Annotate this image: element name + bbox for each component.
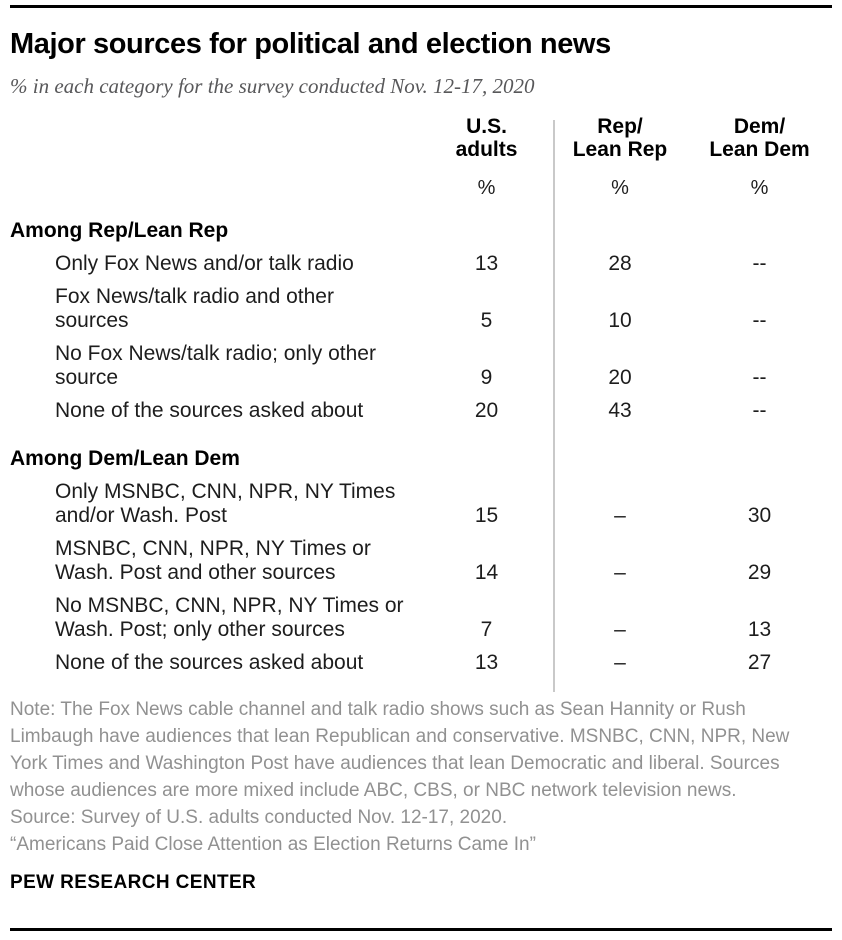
column-header-row: U.S. adults Rep/ Lean Rep Dem/ Lean Dem	[10, 115, 832, 161]
cell-rep: 10	[608, 308, 632, 332]
page-subtitle: % in each category for the survey conduc…	[10, 73, 535, 98]
cell-dem: 29	[747, 560, 772, 584]
section-heading-rep: Among Rep/Lean Rep	[10, 218, 229, 242]
unit-rep: %	[611, 176, 629, 199]
cell-us-adults: 7	[480, 617, 493, 641]
section-heading-dem: Among Dem/Lean Dem	[10, 446, 240, 470]
cell-us-adults: 9	[480, 365, 493, 389]
top-rule	[10, 5, 832, 8]
cell-rep: –	[614, 560, 626, 584]
unit-row: % % %	[10, 176, 832, 200]
row-label: No Fox News/talk radio; only other sourc…	[55, 341, 376, 389]
table-row: MSNBC, CNN, NPR, NY Times or Wash. Post …	[10, 537, 832, 585]
note-text: Note: The Fox News cable channel and tal…	[10, 698, 790, 801]
row-label: Fox News/talk radio and other sources	[55, 284, 334, 332]
footer-notes: Note: The Fox News cable channel and tal…	[10, 696, 822, 858]
table-row: None of the sources asked about 13 – 27	[10, 651, 832, 675]
report-title: “Americans Paid Close Attention as Elect…	[10, 833, 536, 855]
cell-rep: –	[614, 650, 626, 674]
source-text: Source: Survey of U.S. adults conducted …	[10, 806, 508, 828]
cell-us-adults: 15	[474, 503, 499, 527]
unit-dem: %	[750, 176, 769, 199]
table-row: Only Fox News and/or talk radio 13 28 --	[10, 252, 832, 276]
column-header-dem: Dem/ Lean Dem	[709, 114, 810, 161]
row-label: None of the sources asked about	[55, 398, 364, 422]
row-label: None of the sources asked about	[55, 650, 364, 674]
table-row: No MSNBC, CNN, NPR, NY Times or Wash. Po…	[10, 594, 832, 642]
cell-dem: 27	[747, 650, 772, 674]
cell-dem: --	[752, 365, 767, 389]
column-header-us-adults: U.S. adults	[455, 114, 518, 161]
cell-rep: –	[614, 503, 626, 527]
row-label: MSNBC, CNN, NPR, NY Times or Wash. Post …	[55, 536, 371, 584]
cell-us-adults: 20	[474, 398, 499, 422]
cell-dem: --	[752, 398, 767, 422]
column-divider	[553, 120, 555, 692]
cell-dem: 13	[747, 617, 772, 641]
cell-us-adults: 14	[474, 560, 499, 584]
row-label: Only Fox News and/or talk radio	[55, 251, 354, 275]
cell-dem: --	[752, 251, 767, 275]
bottom-rule	[10, 928, 832, 931]
cell-rep: 43	[608, 398, 632, 422]
table-row: Only MSNBC, CNN, NPR, NY Times and/or Wa…	[10, 480, 832, 528]
cell-dem: 30	[747, 503, 772, 527]
unit-us-adults: %	[477, 176, 496, 199]
page-title: Major sources for political and election…	[10, 28, 611, 60]
table-row: None of the sources asked about 20 43 --	[10, 399, 832, 423]
cell-rep: 20	[608, 365, 632, 389]
cell-us-adults: 13	[474, 251, 499, 275]
cell-rep: 28	[608, 251, 632, 275]
cell-rep: –	[614, 617, 626, 641]
column-header-rep: Rep/ Lean Rep	[572, 114, 668, 161]
cell-dem: --	[752, 308, 767, 332]
brand-footer: PEW RESEARCH CENTER	[10, 871, 257, 893]
row-label: No MSNBC, CNN, NPR, NY Times or Wash. Po…	[55, 593, 404, 641]
row-label: Only MSNBC, CNN, NPR, NY Times and/or Wa…	[55, 479, 396, 527]
cell-us-adults: 5	[480, 308, 493, 332]
table-row: Fox News/talk radio and other sources 5 …	[10, 285, 832, 333]
table-row: No Fox News/talk radio; only other sourc…	[10, 342, 832, 390]
cell-us-adults: 13	[474, 650, 499, 674]
